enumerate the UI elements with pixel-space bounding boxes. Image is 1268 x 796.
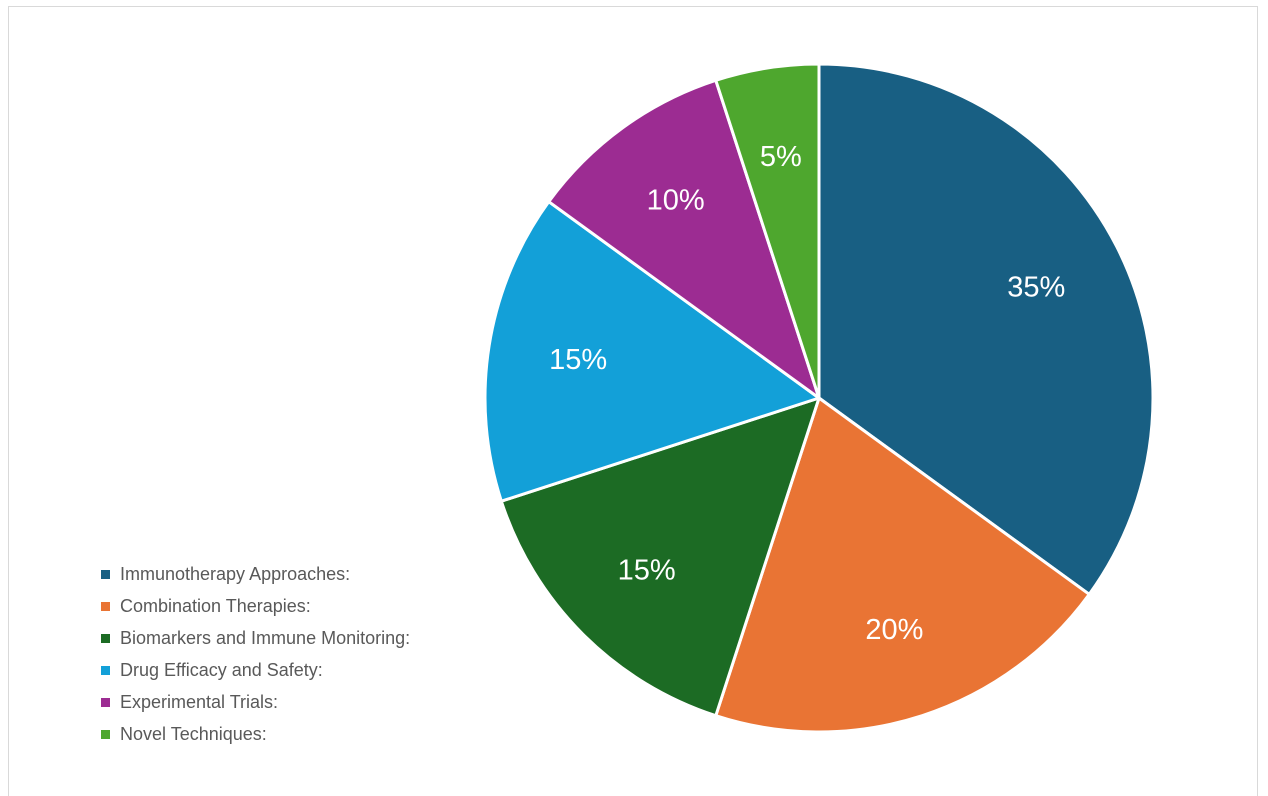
- chart-legend: Immunotherapy Approaches: Combination Th…: [101, 558, 410, 750]
- pie-slice: [547, 78, 821, 400]
- pie-slice: [714, 396, 1091, 734]
- legend-label: Drug Efficacy and Safety:: [120, 659, 323, 680]
- slice-data-label: 35%: [1007, 271, 1065, 303]
- legend-label: Biomarkers and Immune Monitoring:: [120, 627, 411, 648]
- legend-item: Drug Efficacy and Safety:: [101, 654, 410, 686]
- pie-slice: [483, 200, 821, 503]
- legend-label: Novel Techniques:: [120, 723, 267, 744]
- slice-data-label: 20%: [865, 614, 923, 646]
- slice-data-label: 15%: [549, 344, 607, 376]
- legend-swatch: [101, 697, 110, 707]
- legend-label: Experimental Trials:: [120, 691, 279, 712]
- legend-swatch: [101, 601, 110, 611]
- pie-slices: [483, 62, 1155, 734]
- legend-item: Immunotherapy Approaches:: [101, 558, 410, 590]
- legend-label: Immunotherapy Approaches:: [120, 563, 351, 584]
- legend-item: Combination Therapies:: [101, 590, 410, 622]
- pie-slice: [499, 396, 821, 718]
- slice-data-label: 5%: [760, 141, 802, 173]
- slice-data-label: 10%: [647, 185, 705, 217]
- slice-data-label: 15%: [618, 554, 676, 586]
- legend-item: Experimental Trials:: [101, 686, 410, 718]
- pie-slice: [714, 62, 821, 400]
- legend-item: Novel Techniques:: [101, 718, 410, 750]
- pie-data-labels: 35% 20% 15% 15% 10% 5%: [549, 141, 1065, 646]
- pie-slice: [817, 62, 1155, 596]
- legend-label: Combination Therapies:: [120, 595, 311, 616]
- legend-swatch: [101, 665, 110, 675]
- legend-swatch: [101, 729, 110, 739]
- legend-swatch: [101, 569, 110, 579]
- legend-item: Biomarkers and Immune Monitoring:: [101, 622, 410, 654]
- legend-swatch: [101, 633, 110, 643]
